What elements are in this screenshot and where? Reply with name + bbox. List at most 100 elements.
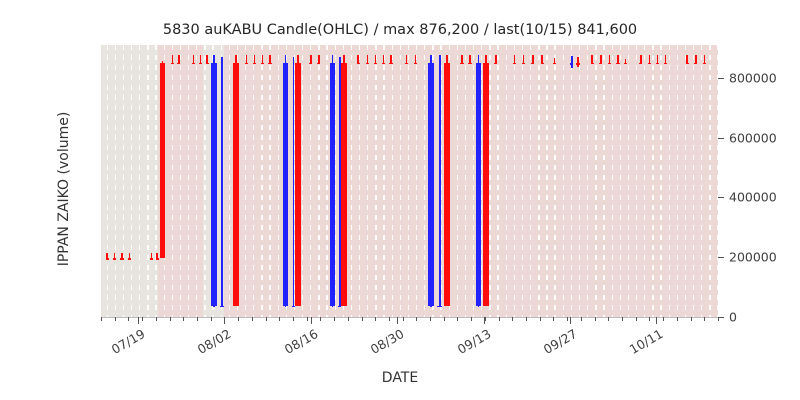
x-tick-major [310, 317, 312, 324]
gridline [269, 45, 271, 317]
candle-body [317, 62, 321, 65]
candle-body [329, 62, 336, 306]
candle-wick [390, 55, 392, 64]
x-tick-label: 07/19 [108, 326, 148, 358]
candle-wick [438, 55, 441, 307]
candle-wick [338, 56, 341, 307]
x-tick-minor [238, 317, 240, 321]
x-axis-line [101, 317, 718, 318]
x-tick-minor [622, 317, 624, 321]
candle-body [475, 62, 482, 306]
candle-wick [461, 55, 463, 64]
candle-body [512, 62, 516, 65]
gridline [155, 45, 157, 317]
candle-wick [686, 55, 688, 64]
candle-wick [469, 55, 471, 64]
x-tick-minor [361, 317, 363, 321]
candle-body [245, 62, 249, 65]
gridline [489, 45, 491, 317]
gridline [578, 45, 581, 317]
gridline [130, 45, 133, 317]
candle-body [105, 258, 109, 260]
candle-body [338, 305, 342, 308]
candle-body [599, 62, 603, 65]
plot-area [101, 45, 718, 317]
gridline [587, 45, 589, 317]
x-tick-minor [676, 317, 678, 321]
gridline [407, 45, 410, 317]
x-tick-minor [718, 317, 719, 321]
gridline [619, 45, 621, 317]
x-tick-minor [375, 317, 377, 321]
y-tick-label: 600000 [729, 130, 777, 146]
candle-wick [171, 55, 174, 64]
candle-wick [106, 252, 108, 260]
y-tick-label: 400000 [729, 189, 777, 205]
candle-wick [206, 55, 208, 64]
gridline [399, 45, 402, 317]
candle-wick [309, 55, 312, 64]
x-tick-minor [114, 317, 116, 321]
gridline [196, 45, 198, 317]
candle-body [261, 62, 265, 65]
x-tick-minor [594, 317, 596, 321]
candle-body [159, 62, 166, 259]
x-tick-minor [210, 317, 212, 321]
candle-body [191, 62, 196, 65]
y-tick-label: 0 [729, 309, 737, 325]
candle-wick [608, 55, 611, 64]
candle-wick [495, 55, 497, 64]
gridline [424, 45, 426, 317]
candle-body [155, 258, 159, 260]
gridline [122, 45, 125, 317]
candle-wick [245, 55, 248, 64]
candle-body [356, 62, 360, 65]
candle-body [389, 62, 393, 65]
gridline [359, 45, 361, 317]
background-band [101, 45, 158, 317]
candle-body [381, 62, 386, 65]
x-tick-minor [251, 317, 253, 321]
gridline [562, 45, 564, 317]
candle-body [639, 62, 643, 65]
gridline [139, 45, 141, 317]
gridline [464, 45, 467, 317]
candle-body [428, 62, 434, 306]
candle-wick [253, 55, 256, 64]
x-tick-minor [457, 317, 459, 321]
gridline [440, 45, 442, 317]
candle-body [170, 62, 175, 65]
gridline [375, 45, 377, 317]
candle-wick [522, 55, 525, 64]
gridline [660, 45, 662, 317]
candle-body [120, 258, 124, 260]
x-tick-minor [155, 317, 157, 321]
candle-wick [532, 55, 534, 64]
x-tick-label: 09/27 [540, 326, 580, 358]
candle-wick [656, 55, 659, 64]
gridline [717, 45, 718, 317]
x-tick-minor [471, 317, 473, 321]
candle-body [655, 62, 660, 65]
candle-body [220, 305, 224, 308]
x-tick-minor [265, 317, 267, 321]
x-tick-minor [635, 317, 637, 321]
gridline [521, 45, 524, 317]
gridline [253, 45, 255, 317]
gridline [261, 45, 263, 317]
gridline [570, 45, 573, 317]
x-tick-minor [430, 317, 432, 321]
gridline [530, 45, 532, 317]
x-tick-minor [169, 317, 171, 321]
candle-wick [150, 252, 153, 260]
candle-body [309, 62, 313, 65]
gridline [652, 45, 654, 317]
x-tick-major [656, 317, 658, 324]
candle-wick [694, 55, 697, 64]
x-tick-minor [690, 317, 692, 321]
candle-body [647, 62, 652, 65]
candle-wick [577, 56, 579, 67]
candle-body [291, 305, 296, 308]
y-tick [718, 317, 724, 318]
gridline [147, 45, 149, 317]
